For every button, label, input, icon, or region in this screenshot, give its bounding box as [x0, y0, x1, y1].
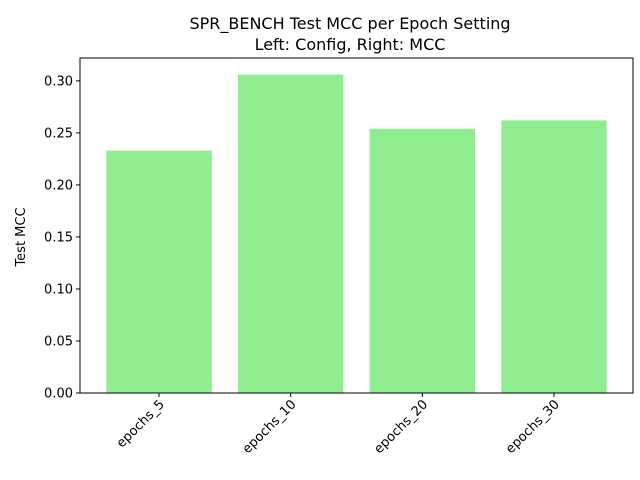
plot-area: 0.00 0.05 0.10 0.15 0.20 0.25 0.30 epochs_5 epoc…: [44, 57, 634, 457]
y-axis-label: Test MCC: [14, 207, 29, 267]
x-tick-label: epochs_10: [240, 397, 300, 457]
y-tick-label: 0.20: [44, 178, 73, 193]
bar-epochs_5: [106, 150, 212, 393]
chart-title: SPR_BENCH Test MCC per Epoch Setting: [189, 14, 510, 34]
bar-epochs_30: [501, 120, 607, 393]
axes-frame: [79, 57, 634, 394]
y-tick-label: 0.30: [44, 74, 73, 89]
bar-epochs_10: [238, 74, 344, 393]
y-tick-label: 0.25: [44, 126, 73, 141]
y-tick-label: 0.10: [44, 282, 73, 297]
bar-epochs_20: [369, 128, 475, 393]
y-tick-label: 0.15: [44, 230, 73, 245]
x-tick-label: epochs_30: [503, 397, 563, 457]
x-tick-label: epochs_20: [371, 397, 431, 457]
chart-subtitle: Left: Config, Right: MCC: [255, 35, 446, 54]
x-tick-label: epochs_5: [114, 397, 168, 451]
y-tick-label: 0.00: [44, 387, 73, 402]
y-tick-label: 0.05: [44, 334, 73, 349]
